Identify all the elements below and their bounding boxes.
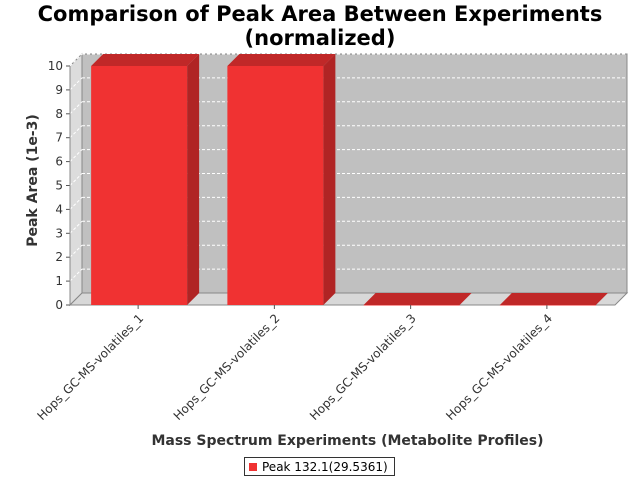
gridline-wall [69, 101, 83, 115]
bar-front [363, 305, 460, 306]
y-tick-label: 0 [55, 298, 63, 312]
legend: Peak 132.1(29.5361) [244, 457, 395, 476]
y-axis-label: Peak Area (1e-3) [25, 114, 41, 247]
x-tick-label: Hops_GC-MS-volatiles_3 [307, 311, 419, 423]
bar-top [499, 293, 608, 305]
y-tick-label: 1 [55, 274, 63, 288]
y-tick-label: 6 [55, 155, 63, 169]
y-tick-label: 7 [55, 131, 63, 145]
chart-title-line2: (normalized) [244, 26, 396, 50]
gridline-wall [69, 149, 83, 162]
bar-side [323, 54, 336, 305]
x-tick-label: Hops_GC-MS-volatiles_2 [171, 311, 283, 423]
bar-top [227, 54, 336, 66]
bar-front [227, 66, 324, 305]
bar-top [363, 293, 472, 305]
gridline-wall [69, 220, 83, 234]
y-tick-label: 3 [55, 226, 63, 240]
gridline-wall [69, 53, 83, 67]
y-tick-label: 8 [55, 107, 63, 121]
y-tick-label: 2 [55, 250, 63, 264]
gridline-wall [69, 125, 83, 139]
bar-front [91, 66, 188, 305]
y-tick-label: 4 [55, 202, 63, 216]
y-tick-label: 10 [48, 59, 63, 73]
x-tick-label: Hops_GC-MS-volatiles_4 [443, 311, 555, 423]
bar-top [91, 54, 200, 66]
x-tick-label: Hops_GC-MS-volatiles_1 [35, 311, 147, 423]
legend-swatch [249, 462, 257, 471]
gridline-wall [69, 244, 83, 258]
plot-left-wall [69, 52, 83, 307]
x-axis-label: Mass Spectrum Experiments (Metabolite Pr… [151, 433, 543, 449]
gridline-wall [69, 197, 83, 210]
y-tick-label: 5 [55, 179, 63, 193]
legend-label: Peak 132.1(29.5361) [262, 459, 388, 474]
bar-front [499, 305, 596, 306]
y-tick-label: 9 [55, 83, 63, 97]
gridline-wall [69, 173, 83, 186]
chart-title: Comparison of Peak Area Between Experime… [0, 2, 640, 50]
gridline-wall [69, 268, 83, 282]
bar-side [187, 54, 200, 305]
chart-title-line1: Comparison of Peak Area Between Experime… [37, 2, 603, 26]
gridline-wall [69, 77, 83, 91]
